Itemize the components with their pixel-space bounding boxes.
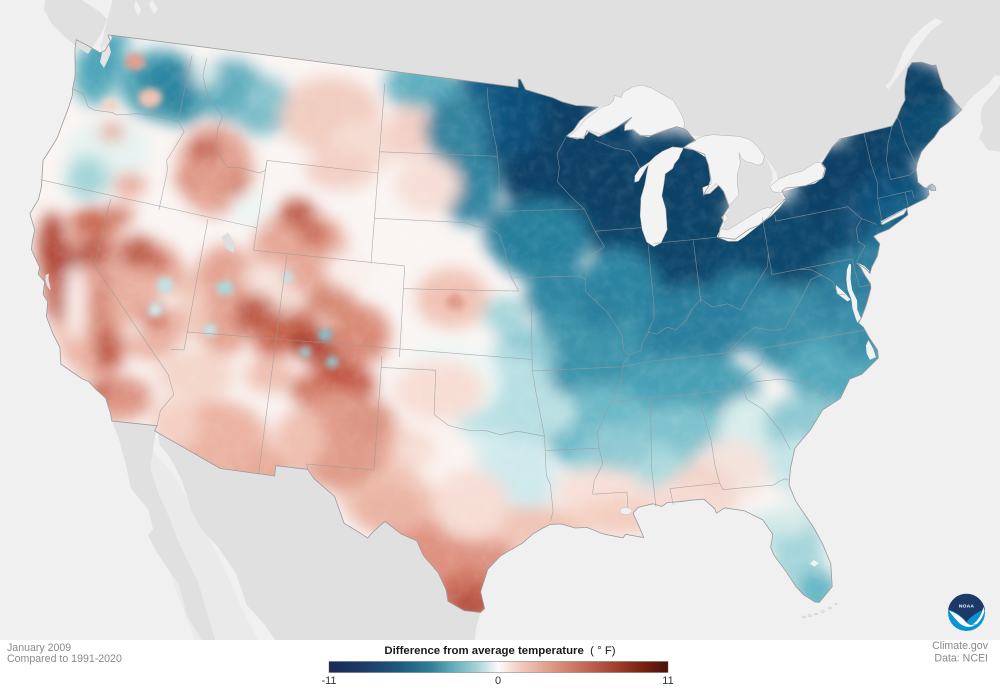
svg-text:Data: NCEI: Data: NCEI [934, 653, 988, 665]
svg-text:January 2009: January 2009 [7, 642, 71, 654]
svg-text:Climate.gov: Climate.gov [932, 640, 989, 652]
svg-text:0: 0 [495, 675, 501, 687]
svg-text:11: 11 [662, 675, 673, 687]
svg-text:Difference from average temper: Difference from average temperature ( ° … [384, 645, 615, 657]
svg-text:-11: -11 [321, 675, 336, 687]
svg-text:NOAA: NOAA [959, 604, 974, 610]
svg-text:Compared to 1991-2020: Compared to 1991-2020 [7, 653, 122, 665]
